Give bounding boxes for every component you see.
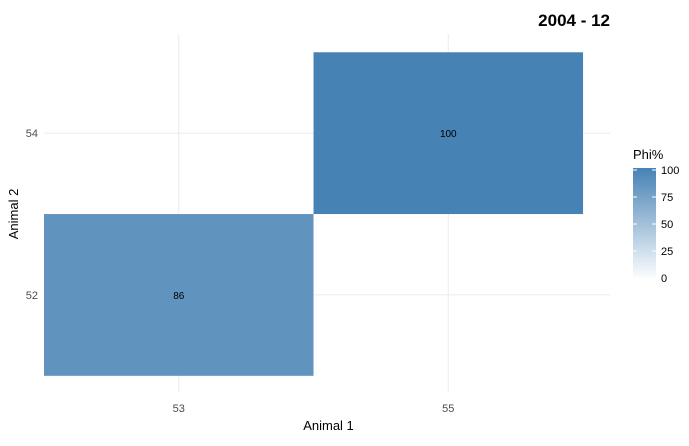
legend: Phi% 0 25 50 75 100 bbox=[633, 147, 679, 285]
x-tick-label: 53 bbox=[173, 403, 185, 415]
heatmap-cell bbox=[313, 52, 584, 215]
y-axis-ticks: 52 54 bbox=[26, 128, 38, 302]
legend-tick-label: 0 bbox=[661, 273, 667, 285]
cell-value-label: 100 bbox=[440, 129, 457, 140]
legend-ticks: 0 25 50 75 100 bbox=[633, 165, 679, 285]
heatmap-cells: 86 100 bbox=[44, 52, 584, 376]
legend-tick-label: 75 bbox=[661, 192, 673, 204]
heatmap-cell bbox=[44, 214, 314, 376]
legend-title: Phi% bbox=[633, 147, 664, 162]
legend-tick-label: 25 bbox=[661, 246, 673, 258]
y-tick-label: 52 bbox=[26, 290, 38, 302]
legend-tick-label: 50 bbox=[661, 219, 673, 231]
y-tick-label: 54 bbox=[26, 128, 38, 140]
y-axis-label: Animal 2 bbox=[6, 189, 21, 240]
cell-value-label: 86 bbox=[173, 291, 185, 302]
legend-colorbar bbox=[633, 168, 656, 280]
x-tick-label: 55 bbox=[442, 403, 454, 415]
legend-tick-label: 100 bbox=[661, 165, 679, 177]
chart-title: 2004 - 12 bbox=[538, 11, 610, 30]
x-axis-label: Animal 1 bbox=[303, 418, 354, 433]
x-axis-ticks: 53 55 bbox=[173, 403, 455, 415]
